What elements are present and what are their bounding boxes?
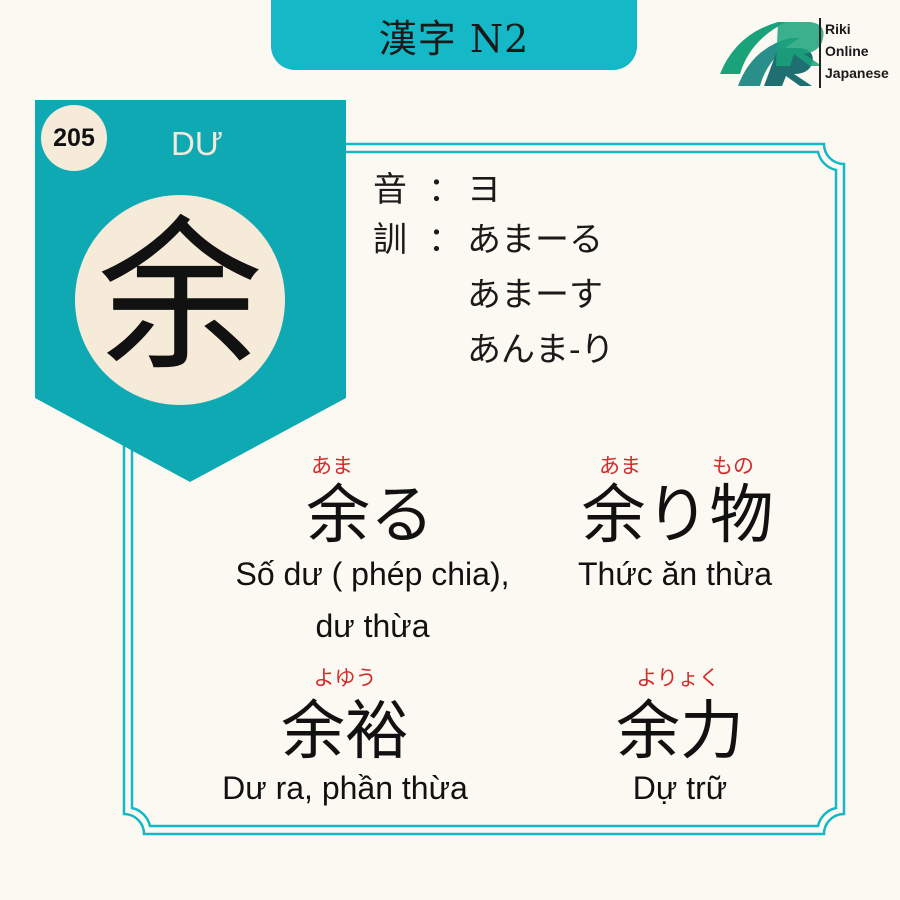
- kanji-circle: 余: [75, 195, 285, 405]
- kun-reading-3: あんま-り: [467, 330, 615, 370]
- vocab-4-word: 余力: [616, 695, 744, 769]
- on-label: 音: [373, 170, 407, 210]
- vocab-4-furigana: よりょく: [636, 666, 720, 690]
- vocab-3-meaning: Dư ra, phần thừa: [222, 770, 468, 806]
- level-title: 漢字 N2: [378, 16, 530, 61]
- vocab-3-furigana: よゆう: [313, 666, 377, 690]
- on-colon: ：: [428, 170, 462, 210]
- vocab-1-furigana: あま: [311, 454, 353, 478]
- logo-line-riki: Riki: [825, 21, 851, 37]
- vocab-3-word: 余裕: [281, 695, 409, 769]
- kun-reading-2: あまーす: [467, 275, 603, 315]
- vocab-1-meaning-line-1: Số dư ( phép chia),: [235, 556, 510, 592]
- kanji-number-badge: 205: [41, 105, 107, 171]
- vocab-2-furigana-1: あま: [599, 454, 641, 478]
- vocab-1-meaning-line-2: dư thừa: [315, 608, 430, 644]
- kun-reading-row: 訓 ：あまーる: [373, 220, 603, 260]
- han-viet-reading: DƯ: [170, 125, 223, 162]
- vocab-2-word: 余り物: [581, 479, 774, 553]
- kun-reading-1: あまーる: [467, 220, 603, 260]
- riki-logo-icon: [720, 18, 824, 88]
- kun-label: 訓: [373, 220, 407, 260]
- vocab-1-word: 余る: [306, 479, 434, 553]
- vocab-4-meaning: Dự trữ: [632, 770, 728, 806]
- kanji-number: 205: [53, 123, 95, 152]
- logo-line-japanese: Japanese: [825, 65, 889, 81]
- vocab-2-meaning: Thức ăn thừa: [577, 556, 773, 592]
- kun-colon: ：: [428, 220, 462, 260]
- level-title-tab: 漢字 N2: [271, 0, 637, 70]
- main-kanji: 余: [97, 200, 263, 393]
- logo-text: Riki Online Japanese: [825, 18, 889, 84]
- logo-line-online: Online: [825, 43, 869, 59]
- on-reading-row: 音 ：ヨ: [373, 170, 501, 210]
- on-reading: ヨ: [467, 170, 501, 210]
- vocab-2-furigana-2: もの: [712, 454, 754, 478]
